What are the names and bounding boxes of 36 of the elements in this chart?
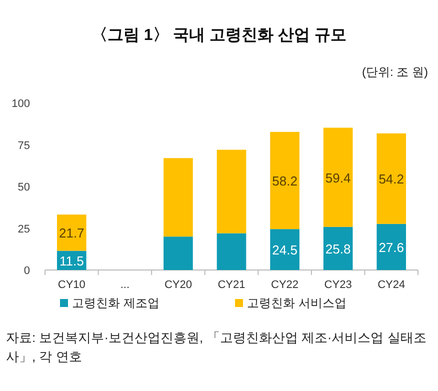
bar <box>164 236 193 270</box>
x-tick-label: ... <box>120 279 130 291</box>
bar <box>376 224 406 270</box>
x-tick-label: CY10 <box>58 279 86 291</box>
bar <box>270 229 300 270</box>
data-label: 54.2 <box>378 172 404 187</box>
x-tick-label: CY23 <box>324 279 352 291</box>
text: 자료: 보건복지부·보건산업진흥원, 「고령친화산업 제조·서비스업 실태조사」, 각 연호 <box>6 329 428 366</box>
bar <box>216 150 246 234</box>
y-tick-label: 0 <box>24 265 30 277</box>
data-label: 59.4 <box>325 170 351 186</box>
x-tick-label: CY22 <box>271 279 299 291</box>
y-tick-label: 50 <box>18 182 30 194</box>
data-label: 21.7 <box>58 226 84 241</box>
bar <box>216 233 246 270</box>
data-label: 58.2 <box>272 173 298 188</box>
legend-label: 고령친화 서비스업 <box>247 296 346 310</box>
data-label: 24.5 <box>272 242 298 258</box>
chart-title: 〈그림 1〉 국내 고령친화 산업 규모 <box>91 26 347 44</box>
bar <box>323 226 353 270</box>
bar <box>164 158 193 237</box>
x-tick-label: CY24 <box>378 279 406 291</box>
data-label: 25.8 <box>325 241 351 256</box>
y-tick-label: 75 <box>18 140 30 152</box>
data-label: 27.6 <box>378 240 404 255</box>
chart-subtitle: (단위: 조 원) <box>362 65 428 79</box>
y-tick-label: 25 <box>18 223 30 236</box>
bar <box>376 133 406 224</box>
legend-label: 고령친화 제조업 <box>72 296 160 310</box>
x-tick-label: CY21 <box>218 279 246 291</box>
bar <box>56 214 86 251</box>
x-tick-label: CY20 <box>164 279 192 291</box>
bar <box>323 128 353 227</box>
bar <box>270 132 300 230</box>
data-label: 11.5 <box>59 253 84 268</box>
y-tick-label: 100 <box>12 98 30 110</box>
